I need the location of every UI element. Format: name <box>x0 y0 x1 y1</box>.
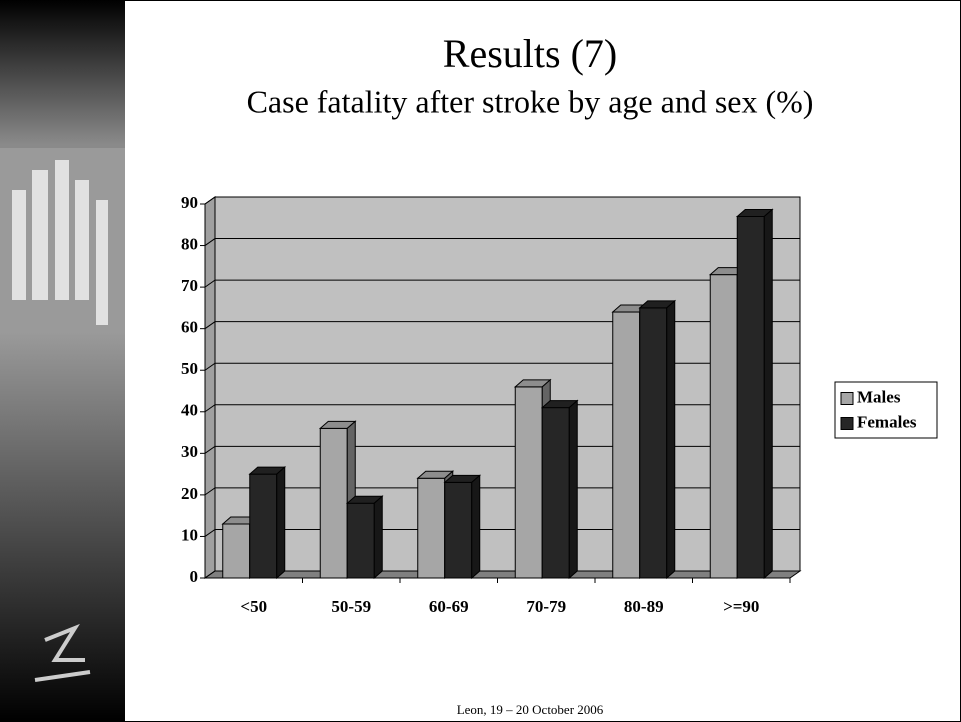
grid-line <box>204 404 800 413</box>
bar <box>736 215 765 579</box>
logo <box>34 623 91 682</box>
slide-title: Results (7) <box>443 31 617 76</box>
grid-line <box>204 445 800 454</box>
y-tick-label: 70 <box>181 276 198 295</box>
sidebar <box>0 0 125 722</box>
bar <box>639 307 668 579</box>
bar <box>249 473 278 579</box>
legend-box <box>834 381 938 439</box>
grid-line <box>204 570 800 579</box>
bar-side <box>471 474 481 580</box>
legend-label: Females <box>857 412 917 431</box>
legend-swatch <box>840 417 854 430</box>
bar <box>541 407 570 579</box>
bar <box>417 477 446 579</box>
people-figures <box>12 160 108 325</box>
grid-line <box>204 196 800 205</box>
grid-line <box>204 238 800 246</box>
bar-side <box>763 208 773 580</box>
grid-line <box>204 528 800 537</box>
bar-side <box>276 466 286 580</box>
y-tick-label: 80 <box>181 234 198 253</box>
slide-subtitle: Case fatality after stroke by age and se… <box>247 83 814 119</box>
bar <box>444 481 473 579</box>
y-tick-label: 50 <box>181 359 198 378</box>
side-wall <box>204 196 216 579</box>
y-tick-label: 0 <box>190 567 199 586</box>
y-tick-label: 10 <box>181 525 198 544</box>
bar <box>514 386 543 579</box>
bar <box>709 274 738 579</box>
x-tick-label: 50-59 <box>331 597 371 616</box>
y-tick-label: 30 <box>181 442 198 461</box>
y-tick-label: 40 <box>181 401 198 420</box>
bar-side <box>666 299 676 580</box>
x-tick-label: 80-89 <box>624 597 664 616</box>
grid-line <box>204 321 800 330</box>
bar <box>222 523 251 579</box>
x-tick-label: 60-69 <box>429 597 469 616</box>
y-tick-label: 60 <box>181 318 198 337</box>
x-tick-label: 70-79 <box>526 597 566 616</box>
bar <box>319 427 348 579</box>
legend-swatch <box>840 392 854 405</box>
bar-side <box>373 495 383 580</box>
grid-line <box>204 279 800 288</box>
bar-side <box>568 399 578 580</box>
y-tick-label: 90 <box>181 193 198 212</box>
x-tick-label: <50 <box>240 597 267 616</box>
footer: Leon, 19 – 20 October 2006 <box>457 702 604 717</box>
legend-label: Males <box>857 387 901 406</box>
bar <box>346 502 375 579</box>
grid-line <box>204 362 800 371</box>
y-tick-label: 20 <box>181 484 198 503</box>
x-tick-label: >=90 <box>723 597 759 616</box>
bar <box>612 311 641 579</box>
grid-line <box>204 487 800 496</box>
